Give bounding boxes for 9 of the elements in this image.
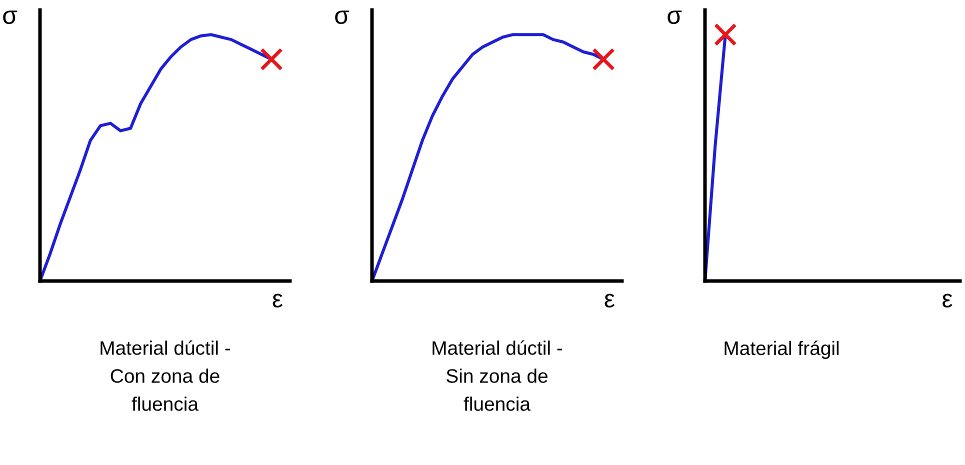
y-axis-title: σ bbox=[335, 10, 350, 24]
text: Material frágil bbox=[724, 340, 839, 359]
text: Material dúctil - Con zona de fluencia bbox=[100, 340, 230, 411]
x-axis-title: ε bbox=[604, 294, 615, 308]
x-axis-title: ε bbox=[942, 294, 952, 308]
y-axis-title: σ bbox=[668, 10, 682, 24]
y-axis-title: σ bbox=[3, 10, 18, 24]
x-axis-title: ε bbox=[272, 294, 283, 308]
text: Material dúctil - Sin zona de fluencia bbox=[432, 340, 562, 411]
